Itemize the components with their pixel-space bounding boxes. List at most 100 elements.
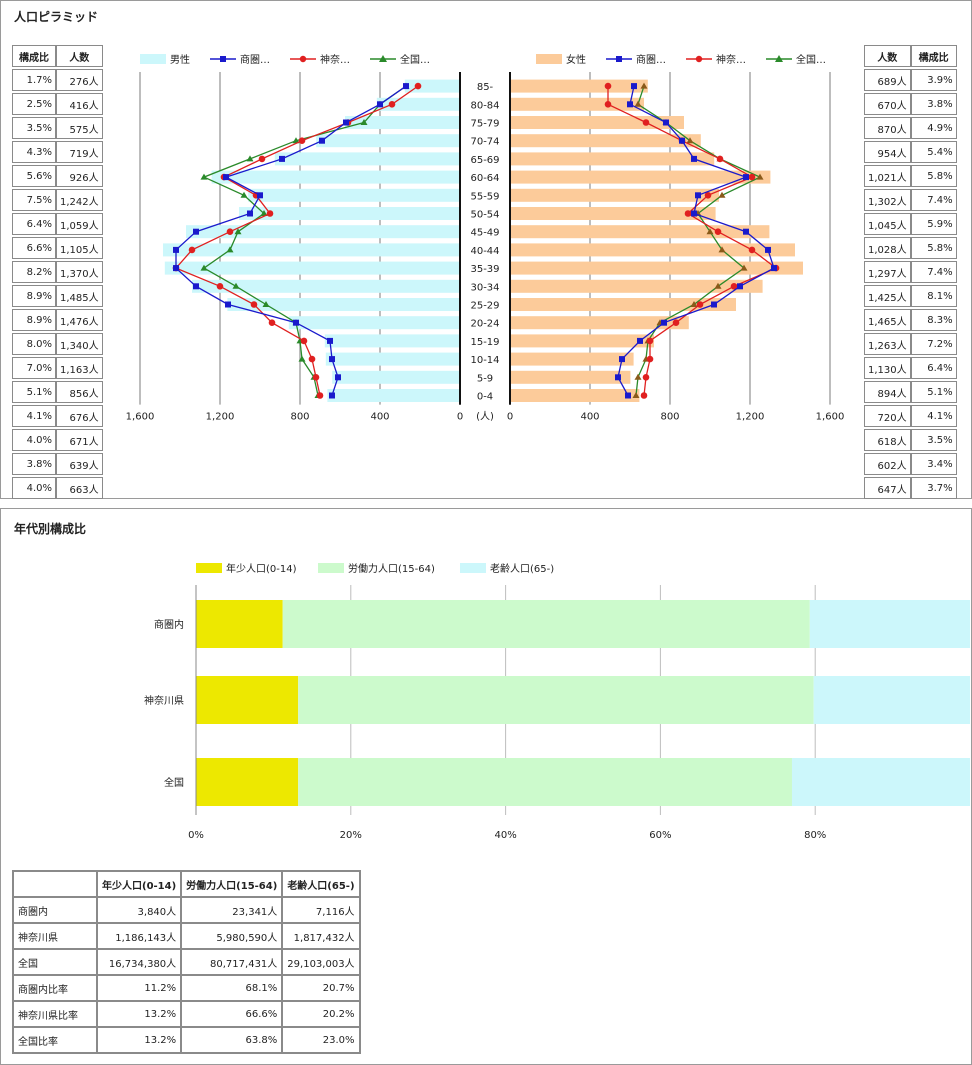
comp-legend-young: 年少人口(0-14)	[196, 560, 297, 575]
table-row: 7.5% 1,242人	[12, 189, 103, 211]
comp-category-label: 神奈川県	[144, 694, 184, 707]
age-label: 40-44	[470, 246, 499, 257]
table-cell: 4.0%	[12, 429, 56, 451]
summary-row: 神奈川県 1,186,143人 5,980,590人 1,817,432人	[12, 922, 361, 950]
male-national-point	[292, 137, 300, 144]
female-tick-label: 400	[580, 412, 599, 423]
male-legend-kanagawa: 神奈…	[290, 51, 350, 66]
male-area-point	[193, 228, 199, 235]
summary-row: 商圏内比率 11.2% 68.1% 20.7%	[12, 974, 361, 1002]
comp-bar-segment	[298, 676, 814, 724]
table-row: 6.4% 1,059人	[12, 213, 103, 235]
female-national-point	[634, 373, 642, 380]
female-area-point	[711, 301, 717, 308]
table-cell: 6.4%	[12, 213, 56, 235]
table-cell: 1,476人	[56, 309, 103, 331]
male-national-point	[240, 191, 248, 198]
male-bar	[239, 207, 460, 220]
table-cell: 618人	[864, 429, 911, 451]
female-bar	[510, 188, 719, 202]
table-cell: 720人	[864, 405, 911, 427]
table-row: 4.1% 676人	[12, 405, 103, 427]
age-label: 15-19	[470, 337, 499, 348]
table-cell: 3.8%	[12, 453, 56, 475]
table-cell: 575人	[56, 117, 103, 139]
male-area-point	[329, 392, 335, 399]
table-cell: 1,340人	[56, 333, 103, 355]
comp-legend-elderly-label: 老齢人口(65-)	[490, 564, 555, 575]
table-row: 3.8% 639人	[12, 453, 103, 475]
table-header: 人数	[864, 45, 911, 67]
male-bar	[274, 152, 460, 166]
summary-cell: 66.6%	[180, 1000, 284, 1028]
male-area-point	[193, 283, 199, 290]
female-area-point	[691, 155, 697, 162]
table-row: 8.9% 1,485人	[12, 285, 103, 307]
male-legend-bar: 男性	[140, 51, 190, 66]
female-area-point	[627, 101, 633, 108]
male-bar	[404, 79, 460, 93]
pyramid-panel	[0, 0, 972, 499]
table-cell: 6.4%	[910, 357, 957, 379]
female-national-point	[690, 301, 698, 307]
comp-legend-working-label: 労働力人口(15-64)	[348, 564, 435, 575]
female-legend-national: 全国…	[766, 51, 826, 66]
table-cell: 8.1%	[910, 285, 957, 307]
female-national-point	[756, 173, 764, 180]
summary-cell: 68.1%	[180, 974, 284, 1002]
table-cell: 8.3%	[910, 309, 957, 331]
male-area-point	[293, 319, 299, 326]
table-cell: 670人	[864, 93, 911, 115]
table-row: 7.0% 1,163人	[12, 357, 103, 379]
female-count-table: 人数 構成比 689人 3.9% 670人 3.8% 870人 4.9% 954人 5.4% 1,0…	[864, 43, 957, 501]
female-bar	[510, 225, 770, 239]
table-row: 5.6% 926人	[12, 165, 103, 187]
male-kanagawa-line	[174, 85, 419, 396]
female-bar	[510, 316, 689, 330]
unit-label: (人)	[476, 411, 494, 423]
male-national-point	[360, 119, 368, 125]
table-cell: 1,021人	[864, 165, 911, 187]
male-area-point	[377, 101, 383, 108]
table-cell: 4.1%	[12, 405, 56, 427]
male-kanagawa-point	[300, 337, 308, 345]
composition-title: 年代別構成比	[14, 522, 87, 536]
table-cell: 3.5%	[12, 117, 56, 139]
table-header: 構成比	[12, 45, 56, 67]
male-bar	[288, 316, 460, 330]
comp-tick-label: 80%	[804, 830, 826, 841]
comp-bar-segment	[298, 758, 792, 806]
male-area-point	[173, 265, 179, 272]
summary-cell: 23.0%	[281, 1026, 361, 1054]
female-national-point	[706, 228, 714, 235]
comp-legend-elderly: 老齢人口(65-)	[460, 560, 554, 575]
table-cell: 856人	[56, 381, 103, 403]
summary-cell: 1,817,432人	[281, 922, 361, 950]
male-legend-national: 全国…	[370, 51, 430, 66]
male-area-point	[319, 137, 325, 144]
age-label: 85-	[477, 82, 494, 93]
table-cell: 8.2%	[12, 261, 56, 283]
summary-cell: 5,980,590人	[180, 922, 284, 950]
table-cell: 671人	[56, 429, 103, 451]
female-national-point	[718, 246, 726, 253]
table-cell: 954人	[864, 141, 911, 163]
table-cell: 926人	[56, 165, 103, 187]
male-bar	[192, 279, 460, 293]
male-kanagawa-point	[216, 283, 224, 290]
male-area-point	[225, 301, 231, 308]
pyramid-title: 人口ピラミッド	[14, 10, 99, 24]
summary-cell: 63.8%	[180, 1026, 284, 1054]
table-cell: 5.8%	[910, 237, 957, 259]
summary-cell: 29,103,003人	[281, 948, 361, 976]
female-legend-area-label: 商圏…	[636, 55, 666, 66]
female-legend-kanagawa: 神奈…	[686, 51, 746, 66]
female-area-point	[695, 192, 701, 199]
table-row: 1,021人 5.8%	[864, 165, 957, 187]
table-row: 1,425人 8.1%	[864, 285, 957, 307]
table-cell: 639人	[56, 453, 103, 475]
table-row: 1.7% 276人	[12, 69, 103, 91]
table-cell: 602人	[864, 453, 911, 475]
male-kanagawa-point	[250, 301, 258, 308]
age-label: 75-79	[470, 119, 499, 130]
